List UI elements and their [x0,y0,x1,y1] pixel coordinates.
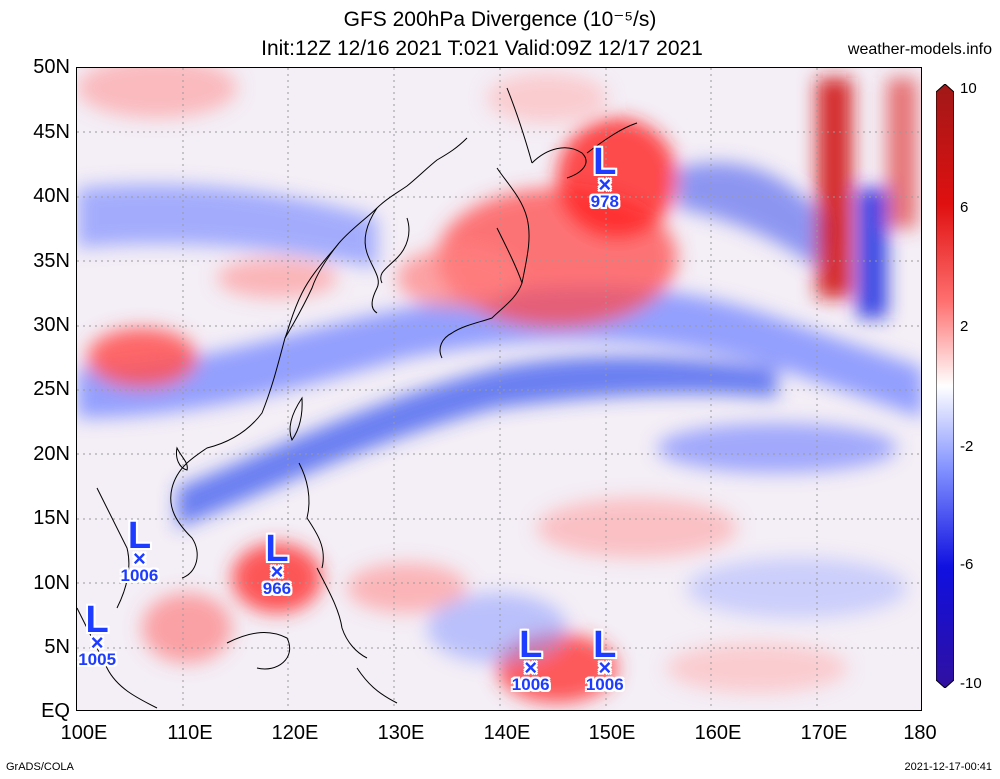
low-pressure-value: 1006 [511,675,550,695]
low-marker: L × 1006 [109,514,169,585]
lat-label: 25N [33,378,70,400]
low-marker: L × 1006 [575,624,635,695]
colorbar-label: 6 [960,199,969,216]
low-symbol: L [265,527,289,570]
lat-label: 20N [33,443,70,465]
lon-label: 120E [271,722,319,744]
lon-label: 160E [694,722,742,744]
lat-label: 10N [33,572,70,594]
low-pressure-value: 966 [262,578,292,598]
low-symbol: L [85,598,109,641]
lat-label: 30N [33,314,70,336]
colorbar-label: 2 [960,318,969,335]
low-symbol: L [519,624,543,667]
lon-label: 140E [483,722,531,744]
map-canvas [77,68,921,710]
lat-label: 35N [33,250,70,272]
lon-label: 180 [903,722,937,744]
colorbar-label: -6 [960,556,974,573]
low-center-icon: × [270,558,284,584]
low-symbol: L [593,624,617,667]
divergence-map [76,67,922,711]
footer-credit: GrADS/COLA [6,761,74,773]
lon-label: 150E [588,722,636,744]
lat-label: 15N [33,507,70,529]
lon-label: 170E [800,722,848,744]
low-center-icon: × [598,172,612,198]
low-marker: L × 1006 [501,624,561,695]
lon-label: 130E [377,722,425,744]
colorbar [936,84,954,688]
low-pressure-value: 978 [590,192,619,212]
low-center-icon: × [133,545,146,571]
low-marker: L × 978 [575,141,635,212]
lat-label: 45N [33,121,70,143]
low-center-icon: × [90,629,104,655]
chart-subtitle: Init:12Z 12/16 2021 T:021 Valid:09Z 12/1… [261,37,703,60]
coastlines [77,87,638,709]
low-center-icon: × [598,655,612,681]
low-pressure-value: 1005 [78,649,117,669]
colorbar-label: -2 [960,438,974,455]
low-symbol: L [593,141,617,184]
lat-label: EQ [41,700,70,722]
chart-title: GFS 200hPa Divergence (10⁻⁵/s) [343,8,657,31]
colorbar-label: -10 [960,675,982,692]
lat-label: 5N [44,636,70,658]
lat-label: 50N [33,56,70,78]
lon-label: 100E [60,722,108,744]
low-pressure-value: 1006 [120,565,159,585]
footer-timestamp: 2021-12-17-00:41 [904,761,992,773]
low-marker: L × 966 [247,527,307,598]
low-pressure-value: 1006 [585,675,624,695]
lat-label: 40N [33,185,70,207]
low-symbol: L [127,514,152,557]
divergence-field [77,68,921,703]
low-marker: L × 1005 [67,598,127,669]
lon-label: 110E [167,722,213,744]
low-center-icon: × [524,655,538,681]
site-credit[interactable]: weather-models.info [847,41,992,58]
colorbar-label: 10 [960,80,977,97]
